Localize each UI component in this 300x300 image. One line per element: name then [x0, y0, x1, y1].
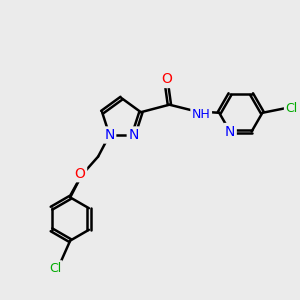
Text: Cl: Cl: [285, 102, 298, 115]
Text: O: O: [75, 167, 86, 181]
Text: N: N: [104, 128, 115, 142]
Text: Cl: Cl: [49, 262, 61, 275]
Text: O: O: [161, 73, 172, 86]
Text: N: N: [225, 124, 235, 139]
Text: N: N: [128, 128, 139, 142]
Text: NH: NH: [192, 108, 211, 121]
